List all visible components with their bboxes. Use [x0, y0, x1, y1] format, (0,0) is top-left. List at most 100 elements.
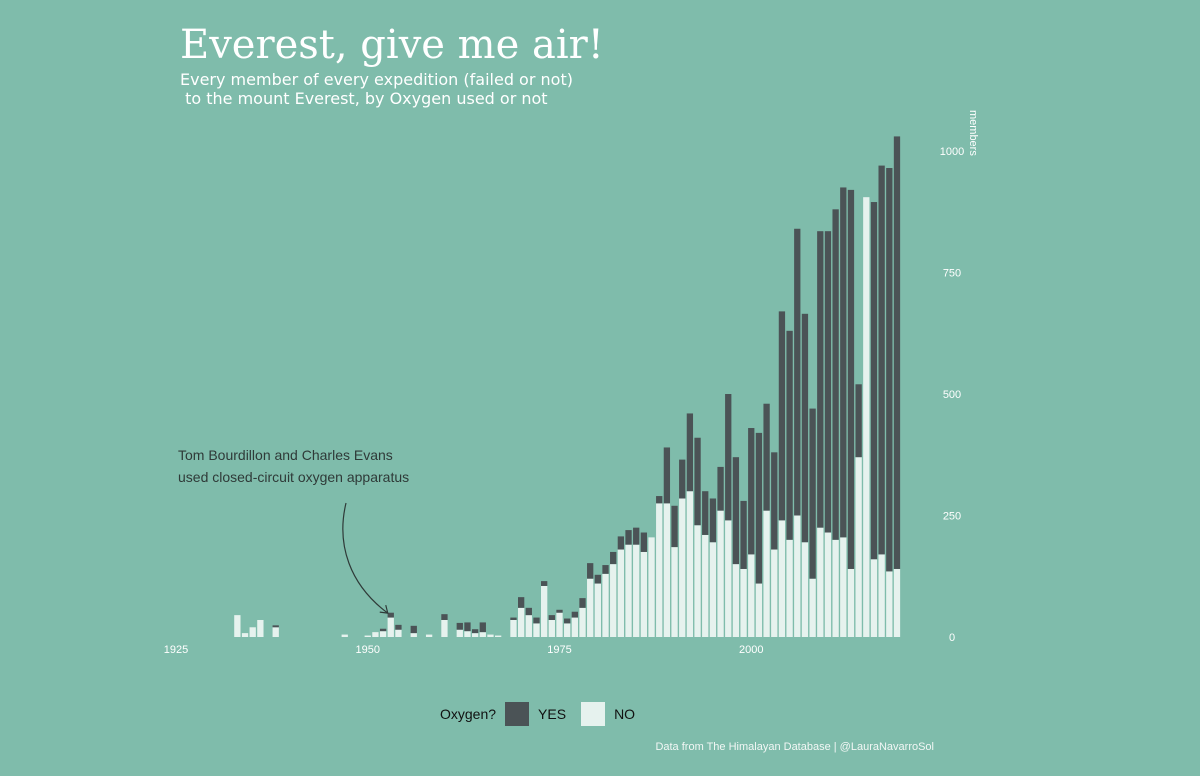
bar-no-1997 [725, 520, 732, 637]
bar-no-1962 [456, 629, 463, 637]
bar-no-2018 [886, 571, 893, 637]
bar-yes-2008 [809, 408, 816, 579]
bar-yes-2004 [778, 311, 786, 521]
bar-no-1985 [633, 544, 640, 637]
bar-yes-1971 [525, 607, 532, 616]
bar-no-1935 [249, 627, 256, 637]
bar-yes-2011 [832, 209, 839, 540]
bar-no-1971 [525, 615, 532, 637]
bar-yes-1974 [548, 615, 555, 620]
bar-yes-1962 [456, 622, 463, 630]
bar-yes-1978 [579, 598, 586, 608]
bar-no-1975 [556, 612, 563, 637]
bar-no-1973 [541, 585, 548, 637]
bar-yes-2005 [786, 330, 793, 540]
bar-yes-2016 [870, 202, 878, 560]
bar-no-1995 [709, 542, 717, 637]
bar-yes-1995 [709, 498, 717, 543]
bar-no-1950 [364, 635, 371, 637]
bar-no-1977 [571, 617, 578, 637]
bar-yes-1977 [571, 611, 578, 618]
bar-yes-2014 [855, 384, 862, 458]
legend-swatch-no [581, 702, 606, 726]
y-tick-label: 250 [943, 511, 961, 523]
bar-yes-1938 [272, 625, 279, 628]
bar-yes-1964 [471, 629, 479, 634]
bar-no-2001 [755, 583, 763, 637]
bar-no-1965 [479, 632, 486, 637]
bar-yes-2018 [886, 168, 893, 572]
legend-label-no: NO [614, 706, 636, 722]
bar-yes-1991 [679, 459, 686, 499]
x-tick-label: 1975 [547, 644, 571, 656]
bar-no-1982 [610, 564, 617, 637]
bar-yes-1970 [518, 597, 525, 608]
bar-yes-1954 [395, 624, 402, 630]
chart-subtitle: Every member of every expedition (failed… [180, 70, 573, 108]
x-axis-ticks: 1925 1950 1975 2000 [164, 644, 764, 656]
bar-yes-1985 [633, 527, 640, 545]
bar-yes-1956 [410, 625, 417, 634]
legend: Oxygen? YES NO [440, 701, 641, 727]
bar-no-1994 [702, 534, 709, 637]
bar-yes-1975 [556, 609, 563, 613]
bar-yes-2006 [794, 228, 801, 516]
bar-no-1951 [372, 632, 379, 637]
bar-yes-2019 [893, 136, 901, 569]
bar-no-1983 [617, 549, 625, 637]
bar-yes-2001 [755, 432, 763, 584]
bar-no-1984 [625, 544, 632, 637]
bar-yes-1972 [533, 617, 540, 624]
bar-no-1992 [686, 491, 694, 637]
bar-no-1999 [740, 568, 747, 637]
bar-no-1998 [732, 564, 740, 637]
bar-yes-1976 [564, 618, 571, 624]
bars-group [234, 136, 901, 638]
chart-title: Everest, give me air! [180, 22, 604, 68]
y-tick-label: 500 [943, 389, 961, 401]
bar-no-2016 [870, 559, 878, 637]
bar-yes-1996 [717, 466, 724, 511]
bar-yes-1973 [541, 581, 548, 586]
bar-no-1953 [387, 617, 394, 637]
bar-no-1969 [510, 619, 517, 637]
bar-no-1972 [533, 623, 540, 637]
bar-no-1978 [579, 607, 586, 637]
bar-yes-1969 [510, 617, 517, 620]
bar-no-2007 [801, 542, 809, 637]
source-caption: Data from The Himalayan Database | @Laur… [655, 741, 934, 753]
bar-yes-1979 [587, 563, 594, 579]
bar-no-1966 [487, 634, 494, 637]
bar-no-2017 [878, 554, 885, 637]
bar-yes-2003 [771, 452, 778, 550]
bar-yes-2017 [878, 165, 885, 555]
bar-no-1963 [464, 631, 471, 637]
bar-no-1987 [648, 537, 655, 637]
bar-no-2019 [893, 568, 901, 637]
bar-yes-1984 [625, 530, 632, 545]
y-tick-label: 0 [949, 632, 955, 644]
bar-yes-1989 [663, 447, 671, 504]
bar-no-1970 [518, 607, 525, 637]
bar-yes-1952 [379, 628, 387, 632]
bar-no-1964 [471, 633, 479, 637]
bar-no-1979 [587, 578, 594, 637]
bar-no-1981 [602, 573, 609, 637]
bar-yes-1990 [671, 505, 678, 548]
bar-no-1988 [656, 503, 663, 637]
bar-no-1976 [564, 623, 571, 637]
legend-swatch-yes [505, 702, 530, 726]
bar-no-1980 [594, 583, 601, 637]
bar-yes-1982 [610, 551, 617, 565]
annotation-arrowhead [379, 604, 389, 614]
bar-no-2006 [794, 515, 801, 637]
bar-yes-1986 [640, 532, 648, 552]
bar-no-2010 [824, 532, 832, 637]
bar-yes-1965 [479, 622, 486, 633]
bar-yes-2010 [824, 231, 832, 533]
bar-yes-1997 [725, 394, 732, 521]
annotation-arrow [342, 502, 389, 614]
bar-yes-2007 [801, 313, 809, 543]
x-tick-label: 2000 [739, 644, 763, 656]
